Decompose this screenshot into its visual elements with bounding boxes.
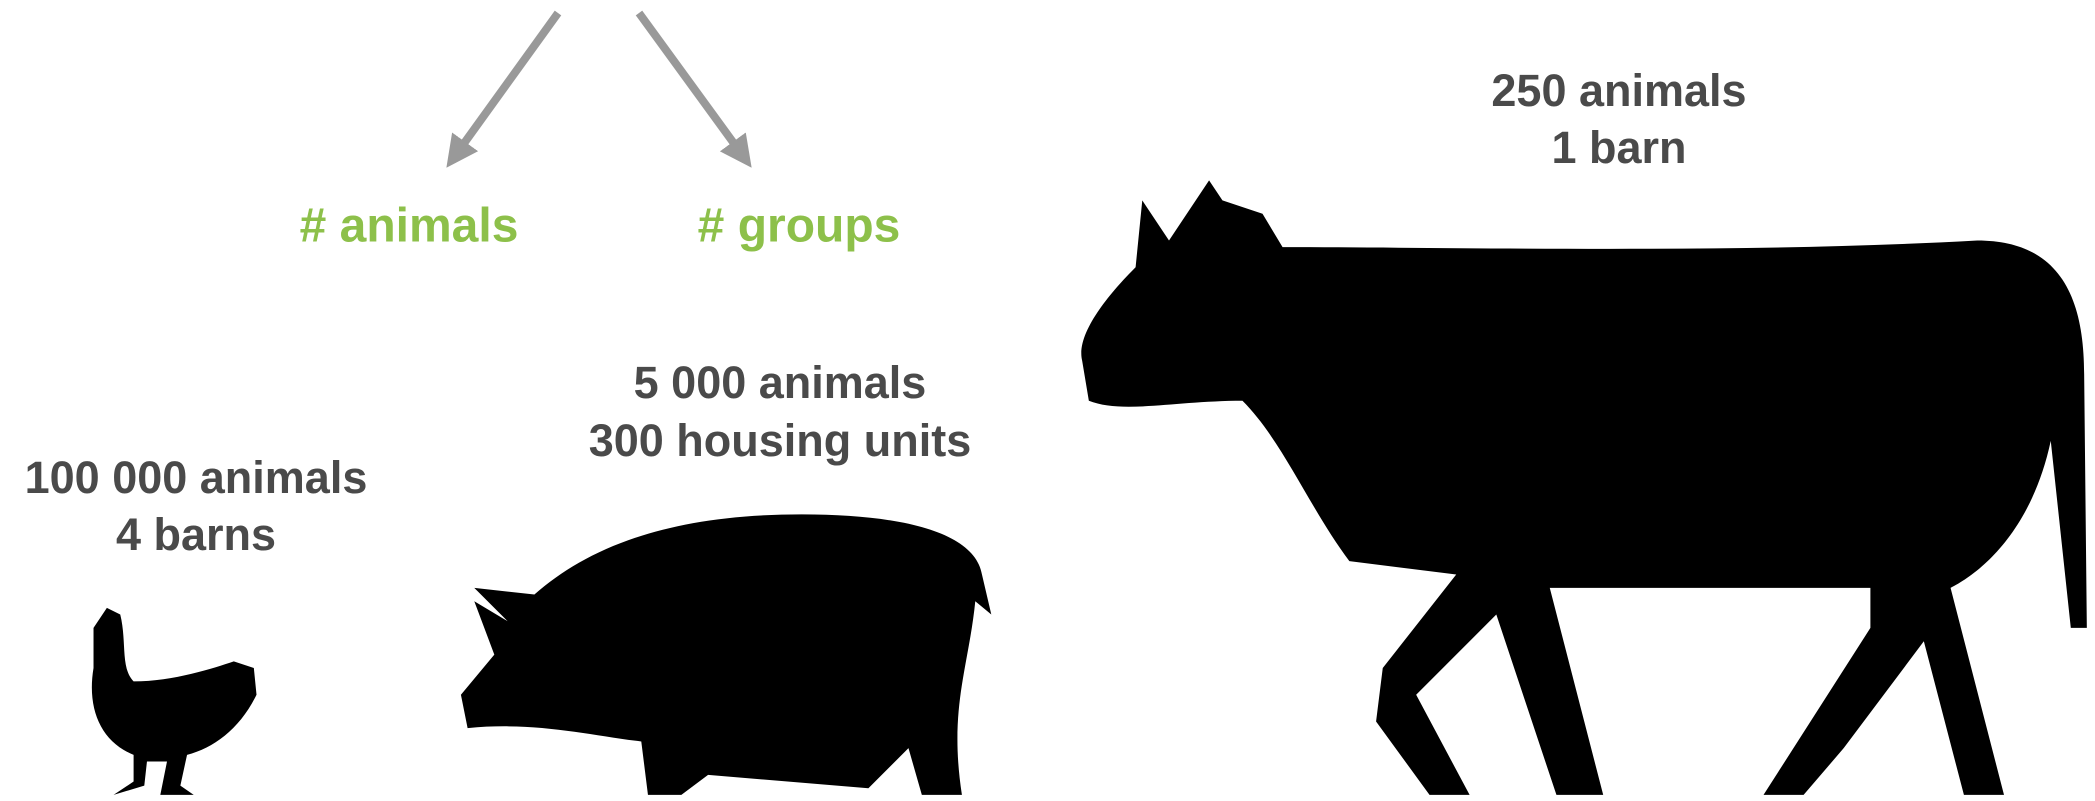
- page: {"labels": ["# animals", "# groups"], "a…: [0, 0, 2095, 801]
- cow-silhouette: [1081, 180, 2087, 795]
- caption: 4 barns: [116, 509, 276, 560]
- diagram: # animals # groups 100 000 animals 4 bar…: [0, 0, 2095, 801]
- arrow: [639, 13, 746, 160]
- caption: 300 housing units: [589, 415, 972, 466]
- label: # groups: [698, 200, 901, 253]
- arrow: [452, 13, 558, 160]
- label: # animals: [300, 200, 519, 253]
- caption: 100 000 animals: [25, 452, 368, 503]
- pig-silhouette: [461, 514, 991, 795]
- chicken-silhouette: [92, 608, 257, 795]
- caption: 1 barn: [1551, 122, 1686, 173]
- caption: 5 000 animals: [634, 357, 927, 408]
- caption: 250 animals: [1491, 65, 1746, 116]
